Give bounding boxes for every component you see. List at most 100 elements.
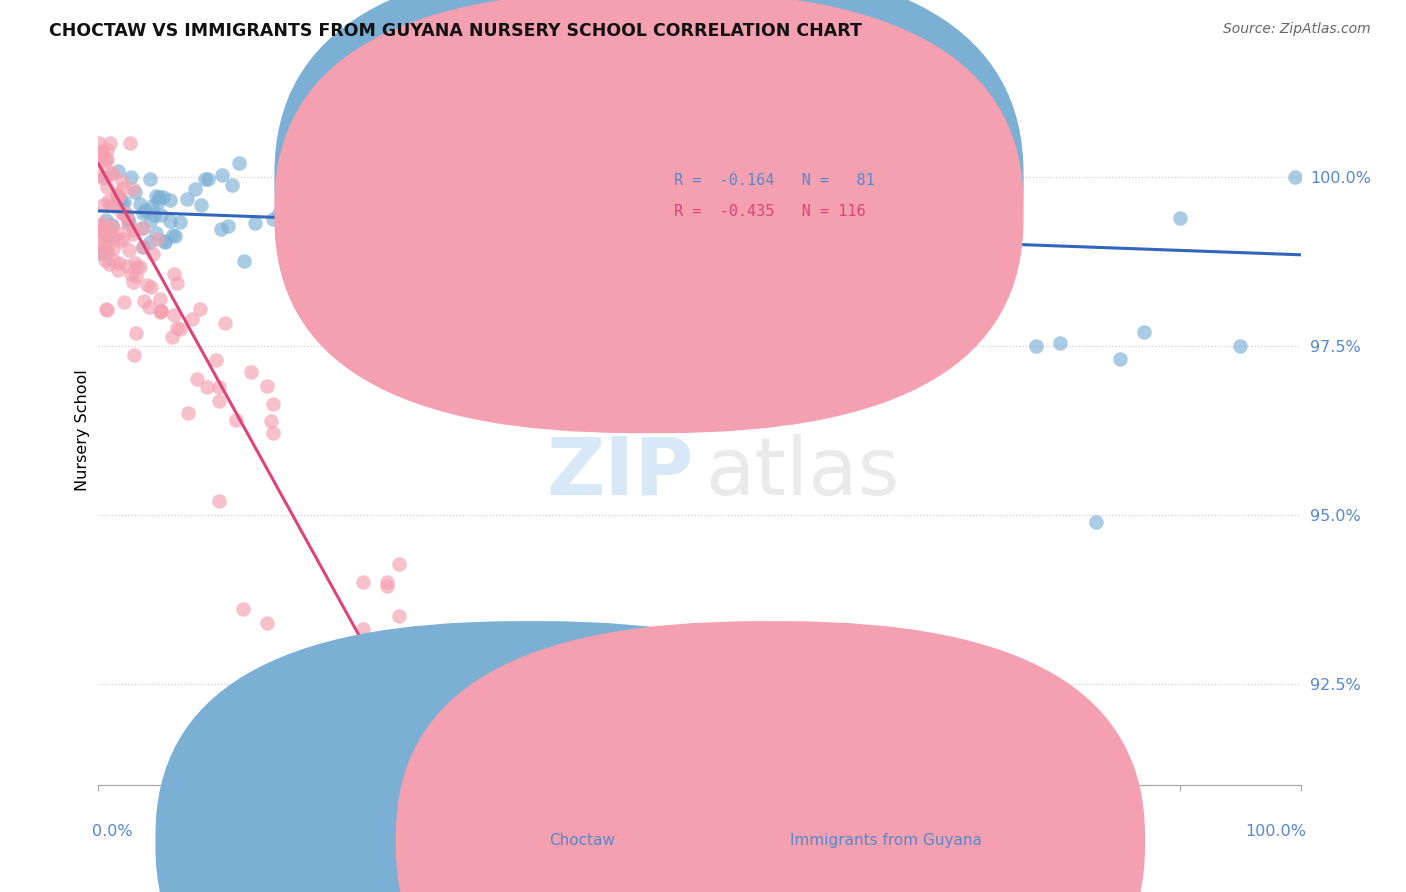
Point xyxy=(108,189,131,203)
Point xyxy=(602,181,624,195)
Text: Choctaw: Choctaw xyxy=(550,833,616,848)
Point xyxy=(129,196,152,211)
Point xyxy=(118,216,141,230)
FancyBboxPatch shape xyxy=(156,622,904,892)
FancyBboxPatch shape xyxy=(616,150,910,239)
Text: R =  -0.164   N =   81: R = -0.164 N = 81 xyxy=(675,173,875,188)
Point xyxy=(111,231,134,245)
Point xyxy=(260,414,283,428)
Point xyxy=(262,425,284,440)
Point xyxy=(214,316,236,330)
Point xyxy=(194,171,217,186)
Point xyxy=(139,279,162,293)
Point xyxy=(727,236,749,251)
Point xyxy=(155,235,177,249)
Point xyxy=(121,222,143,236)
Point xyxy=(93,216,115,230)
Point xyxy=(112,181,135,195)
Point xyxy=(211,168,233,182)
Point xyxy=(315,209,337,223)
Point xyxy=(531,744,554,758)
Point xyxy=(100,167,122,181)
Point xyxy=(159,193,181,207)
Point xyxy=(160,330,183,344)
Point xyxy=(1284,170,1306,185)
Point xyxy=(176,192,198,206)
Point xyxy=(94,229,117,244)
Point xyxy=(146,194,169,209)
Point xyxy=(91,198,114,212)
Point xyxy=(1085,515,1108,529)
Point xyxy=(208,380,231,394)
Point xyxy=(87,245,110,260)
Point xyxy=(163,228,186,243)
Point xyxy=(169,215,191,229)
Point xyxy=(110,197,132,211)
Point xyxy=(785,238,807,252)
Point xyxy=(159,213,181,227)
Point xyxy=(731,216,754,230)
Text: atlas: atlas xyxy=(706,434,900,512)
Point xyxy=(90,223,112,237)
FancyBboxPatch shape xyxy=(396,622,1144,892)
Point xyxy=(118,243,141,257)
Point xyxy=(111,206,134,220)
Point xyxy=(484,629,506,643)
Point xyxy=(91,170,114,185)
Point xyxy=(243,216,266,230)
Point xyxy=(94,301,117,316)
Point xyxy=(136,278,159,293)
Point xyxy=(388,557,411,571)
Point xyxy=(1170,211,1192,225)
Point xyxy=(148,190,170,204)
Point xyxy=(89,219,111,233)
Point xyxy=(101,219,124,233)
Point xyxy=(120,267,142,281)
Point xyxy=(98,198,121,212)
Point xyxy=(145,188,167,202)
Point xyxy=(122,348,145,362)
Point xyxy=(1109,352,1132,367)
Point xyxy=(416,212,439,227)
Point xyxy=(96,302,118,317)
Point xyxy=(132,239,155,253)
Point xyxy=(103,199,125,213)
Point xyxy=(225,413,247,427)
Point xyxy=(375,575,398,590)
Point xyxy=(1133,326,1156,340)
Point xyxy=(114,205,136,219)
Text: CHOCTAW VS IMMIGRANTS FROM GUYANA NURSERY SCHOOL CORRELATION CHART: CHOCTAW VS IMMIGRANTS FROM GUYANA NURSER… xyxy=(49,22,862,40)
Point xyxy=(233,254,256,268)
Point xyxy=(375,194,398,208)
Point xyxy=(553,222,575,236)
Point xyxy=(495,212,517,227)
Point xyxy=(110,192,132,206)
Point xyxy=(94,213,117,227)
Point xyxy=(121,275,143,289)
Point xyxy=(609,233,631,247)
Point xyxy=(544,757,567,772)
Point xyxy=(91,155,114,169)
Point xyxy=(111,174,134,188)
Point xyxy=(209,222,232,236)
Point xyxy=(124,185,146,199)
Point xyxy=(96,245,118,260)
Point xyxy=(105,188,128,202)
Point xyxy=(96,233,118,247)
Point xyxy=(122,227,145,241)
Point xyxy=(112,207,135,221)
Point xyxy=(181,311,204,326)
Point xyxy=(112,194,135,209)
Point xyxy=(117,212,139,227)
Point xyxy=(89,145,111,160)
Point xyxy=(103,254,125,268)
Point xyxy=(107,226,129,240)
Point xyxy=(94,153,117,168)
Point xyxy=(221,178,243,193)
Point xyxy=(142,208,165,222)
Point xyxy=(96,220,118,235)
Point xyxy=(131,221,153,235)
Point xyxy=(152,190,174,204)
Text: Immigrants from Guyana: Immigrants from Guyana xyxy=(790,833,981,848)
Point xyxy=(97,194,120,208)
